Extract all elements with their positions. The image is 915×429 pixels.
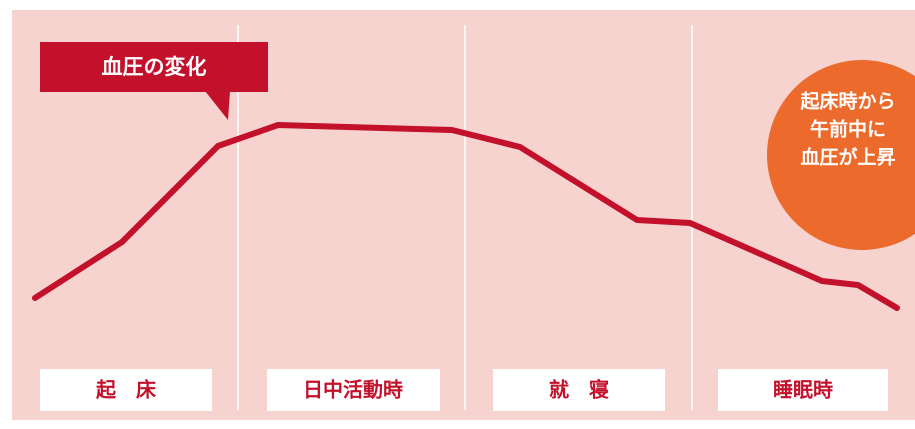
title: 血圧の変化 (102, 55, 207, 79)
phase-label: 起 床 (95, 378, 157, 402)
blood-pressure-line (32, 122, 900, 311)
title-box (40, 42, 268, 92)
phase-label: 就 寝 (549, 378, 609, 402)
phase-label: 日中活動時 (303, 378, 403, 402)
phase-box (267, 369, 440, 411)
phase-label: 睡眠時 (773, 378, 833, 402)
title-tail (205, 91, 230, 120)
callout-line: 午前中に (810, 118, 886, 141)
phase-box (493, 369, 665, 411)
callout-line: 血圧が上昇 (800, 146, 895, 169)
phase-box (718, 369, 888, 411)
phase-box (40, 369, 212, 411)
callout-line: 起床時から (799, 90, 895, 113)
callout-circle (767, 60, 915, 250)
